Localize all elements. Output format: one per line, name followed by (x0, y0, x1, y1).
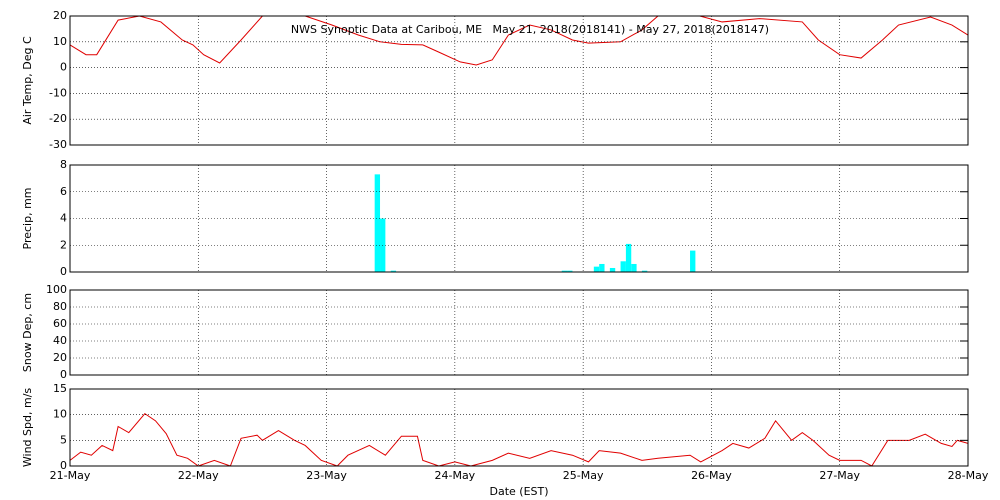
y-tick-label: 0 (60, 61, 67, 74)
frame (69, 164, 969, 273)
bar (390, 270, 397, 272)
bar (609, 267, 616, 272)
y-axis-label: Precip, mm (21, 188, 34, 250)
y-tick-label: 20 (53, 9, 67, 22)
frame (69, 15, 969, 146)
line (70, 16, 968, 66)
chart-title: NWS Synoptic Data at Caribou, ME May 21,… (291, 23, 769, 36)
bar (620, 261, 626, 272)
y-axis-label: Wind Spd, m/s (21, 388, 34, 468)
bar (567, 270, 573, 272)
y-tick-label: 10 (53, 35, 67, 48)
y-tick-label: 15 (53, 382, 67, 395)
y-tick-label: -30 (49, 138, 67, 151)
y-tick-label: 10 (53, 408, 67, 421)
y-axis-label: Snow Dep, cm (21, 293, 34, 372)
bar (374, 174, 381, 272)
plot (70, 16, 968, 66)
bar (625, 243, 632, 272)
x-tick-label: 23-May (306, 469, 347, 482)
x-axis-label: Date (EST) (489, 485, 548, 498)
y-tick-label: 8 (60, 158, 67, 171)
x-tick-label: 28-May (948, 469, 989, 482)
bar (599, 263, 605, 272)
y-tick-label: 40 (53, 334, 67, 347)
y-tick-label: -20 (49, 112, 67, 125)
bar (561, 270, 568, 272)
frame (69, 388, 969, 467)
x-tick-label: 27-May (819, 469, 860, 482)
y-tick-label: 0 (60, 368, 67, 381)
y-tick-label: 2 (60, 238, 67, 251)
bar (631, 263, 637, 272)
y-tick-label: -10 (49, 86, 67, 99)
x-tick-label: 24-May (434, 469, 475, 482)
y-axis-label: Air Temp, Deg C (21, 36, 34, 125)
y-tick-label: 6 (60, 185, 67, 198)
y-tick-label: 100 (46, 283, 67, 296)
y-tick-label: 80 (53, 300, 67, 313)
y-tick-label: 20 (53, 351, 67, 364)
y-tick-label: 60 (53, 317, 67, 330)
x-tick-label: 25-May (563, 469, 604, 482)
line (70, 412, 968, 466)
plot (70, 412, 968, 466)
y-tick-label: 5 (60, 433, 67, 446)
y-tick-label: 0 (60, 459, 67, 472)
bar (690, 250, 696, 272)
x-tick-label: 26-May (691, 469, 732, 482)
y-tick-label: 0 (60, 265, 67, 278)
plot (374, 174, 696, 272)
x-tick-label: 22-May (178, 469, 219, 482)
x-tick-label: 21-May (50, 469, 91, 482)
y-tick-label: 4 (60, 212, 67, 225)
frame (69, 289, 969, 376)
bar (641, 270, 648, 272)
bar (593, 266, 600, 272)
